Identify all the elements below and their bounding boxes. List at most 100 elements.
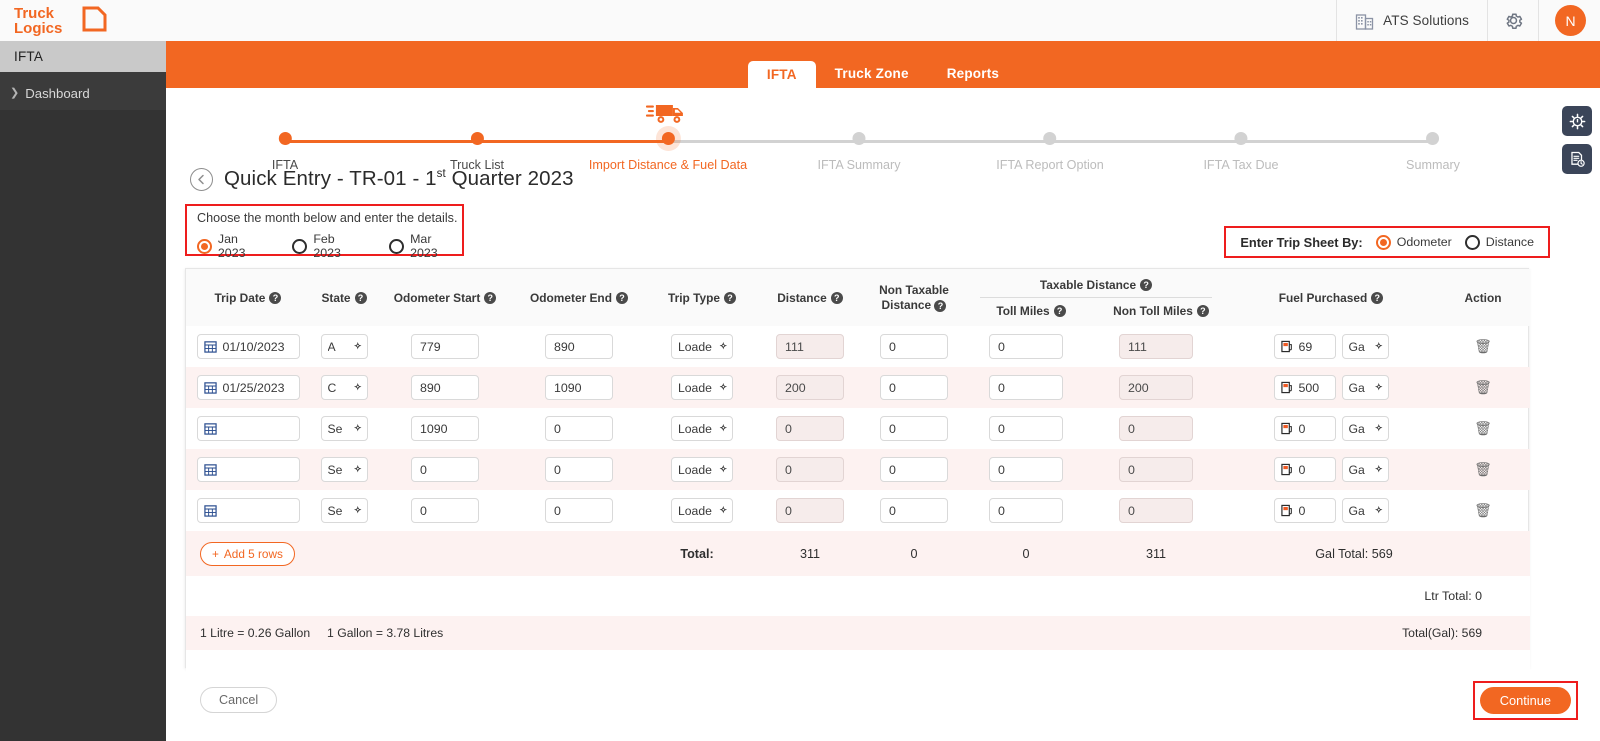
- stepper-step-ifta-report-option[interactable]: IFTA Report Option: [996, 132, 1104, 172]
- history-button[interactable]: [1562, 144, 1592, 174]
- continue-button[interactable]: Continue: [1479, 687, 1571, 714]
- question-mark-icon[interactable]: ?: [934, 300, 947, 313]
- trip-date-input[interactable]: 01/10/2023: [196, 334, 300, 359]
- trip-type-select[interactable]: Loade ✧: [671, 498, 733, 523]
- stepper-step-summary[interactable]: Summary: [1406, 132, 1460, 172]
- non-taxable-distance-input[interactable]: 0: [880, 334, 948, 359]
- fuel-amount-input[interactable]: 500: [1273, 375, 1336, 400]
- odometer-start-input[interactable]: 0: [411, 457, 479, 482]
- odometer-start-input[interactable]: 0: [411, 498, 479, 523]
- trip-date-input[interactable]: [196, 498, 300, 523]
- trip-type-select[interactable]: Loade ✧: [671, 334, 733, 359]
- fuel-amount-input[interactable]: 0: [1273, 498, 1336, 523]
- fuel-unit-select[interactable]: Ga ✧: [1341, 457, 1389, 482]
- org-selector[interactable]: ATS Solutions: [1336, 0, 1487, 41]
- table-row: 01/10/2023 A ✧ 779 890 Loade ✧ 111 0 0 111: [186, 326, 1530, 367]
- cell-toll-miles: 0: [966, 449, 1086, 490]
- stepper-step-import-distance-fuel-data[interactable]: Import Distance & Fuel Data: [589, 105, 747, 172]
- floating-action-rail: [1562, 106, 1592, 174]
- totals-gal: Gal Total: 569: [1315, 546, 1393, 561]
- question-mark-icon[interactable]: ?: [1371, 291, 1384, 304]
- question-mark-icon[interactable]: ?: [615, 291, 628, 304]
- odometer-start-input[interactable]: 1090: [411, 416, 479, 441]
- cell-fuel-purchased: 500 Ga ✧: [1226, 367, 1436, 408]
- cell-fuel-purchased: 0 Ga ✧: [1226, 408, 1436, 449]
- trip-sheet-by-option-distance[interactable]: Distance: [1464, 234, 1534, 250]
- stepper-step-truck-list[interactable]: Truck List: [450, 132, 504, 172]
- odometer-end-input[interactable]: 890: [545, 334, 613, 359]
- tab-reports[interactable]: Reports: [946, 66, 1000, 81]
- stepper-step-ifta[interactable]: IFTA: [272, 132, 298, 172]
- support-button[interactable]: [1562, 106, 1592, 136]
- step-label: IFTA Summary: [817, 158, 901, 172]
- non-taxable-distance-input[interactable]: 0: [880, 375, 948, 400]
- trip-type-select[interactable]: Loade ✧: [671, 457, 733, 482]
- toll-miles-input[interactable]: 0: [989, 498, 1063, 523]
- odometer-end-input[interactable]: 0: [545, 498, 613, 523]
- non-taxable-distance-input[interactable]: 0: [880, 498, 948, 523]
- step-label: IFTA: [271, 158, 299, 172]
- question-mark-icon[interactable]: ?: [484, 291, 497, 304]
- trip-date-input[interactable]: 01/25/2023: [196, 375, 300, 400]
- tab-truck-zone[interactable]: Truck Zone: [834, 66, 909, 81]
- fuel-amount-input[interactable]: 0: [1273, 416, 1336, 441]
- non-taxable-distance-input[interactable]: 0: [880, 457, 948, 482]
- trash-icon[interactable]: 🗑: [1474, 460, 1492, 477]
- month-option-feb[interactable]: Feb 2023: [292, 232, 365, 260]
- trip-type-select[interactable]: Loade ✧: [671, 416, 733, 441]
- month-option-jan[interactable]: Jan 2023: [197, 232, 268, 260]
- question-mark-icon[interactable]: ?: [1053, 304, 1066, 317]
- odometer-end-input[interactable]: 0: [545, 457, 613, 482]
- trip-type-select[interactable]: Loade ✧: [671, 375, 733, 400]
- trucklogics-logo[interactable]: Truck Logics: [0, 0, 166, 41]
- toll-miles-input[interactable]: 0: [989, 416, 1063, 441]
- trip-date-input[interactable]: [196, 416, 300, 441]
- nav-tabs: IFTA Truck Zone Reports: [747, 59, 1018, 88]
- question-mark-icon[interactable]: ?: [269, 291, 282, 304]
- odometer-start-input[interactable]: 779: [411, 334, 479, 359]
- question-mark-icon[interactable]: ?: [354, 291, 367, 304]
- trash-icon[interactable]: 🗑: [1474, 419, 1492, 436]
- litre-total-spacer: [186, 576, 1226, 616]
- trash-icon[interactable]: 🗑: [1474, 378, 1492, 395]
- question-mark-icon[interactable]: ?: [1140, 278, 1153, 291]
- toll-miles-input[interactable]: 0: [989, 375, 1063, 400]
- month-option-mar[interactable]: Mar 2023: [389, 232, 462, 260]
- trip-sheet-by-option-odometer[interactable]: Odometer: [1375, 234, 1452, 250]
- fuel-unit-select[interactable]: Ga ✧: [1341, 498, 1389, 523]
- user-menu[interactable]: N: [1539, 5, 1600, 36]
- sidebar-item-dashboard[interactable]: ❯ Dashboard: [0, 80, 166, 106]
- state-select[interactable]: A ✧: [320, 334, 368, 359]
- totals-total-gal: Total(Gal): 569: [1402, 626, 1483, 640]
- trash-icon[interactable]: 🗑: [1474, 501, 1492, 518]
- question-mark-icon[interactable]: ?: [830, 291, 843, 304]
- trash-icon[interactable]: 🗑: [1474, 337, 1492, 354]
- trip-date-input[interactable]: [196, 457, 300, 482]
- state-select[interactable]: C ✧: [320, 375, 368, 400]
- toll-miles-input[interactable]: 0: [989, 334, 1063, 359]
- fuel-unit-select[interactable]: Ga ✧: [1341, 334, 1389, 359]
- fuel-unit-select[interactable]: Ga ✧: [1341, 416, 1389, 441]
- cancel-button[interactable]: Cancel: [200, 687, 278, 713]
- state-select[interactable]: Se ✧: [320, 457, 368, 482]
- toll-miles-input[interactable]: 0: [989, 457, 1063, 482]
- question-mark-icon[interactable]: ?: [723, 291, 736, 304]
- state-select[interactable]: Se ✧: [320, 416, 368, 441]
- add-5-rows-button[interactable]: + Add 5 rows: [200, 541, 295, 566]
- fuel-amount-input[interactable]: 0: [1273, 457, 1336, 482]
- fuel-unit-select[interactable]: Ga ✧: [1341, 375, 1389, 400]
- fuel-amount-input[interactable]: 69: [1273, 334, 1336, 359]
- sidebar-item-ifta[interactable]: IFTA: [0, 41, 166, 72]
- state-select[interactable]: Se ✧: [320, 498, 368, 523]
- settings-gear-button[interactable]: [1487, 0, 1539, 41]
- question-mark-icon[interactable]: ?: [1196, 304, 1209, 317]
- back-button[interactable]: [190, 167, 213, 191]
- non-taxable-distance-input[interactable]: 0: [880, 416, 948, 441]
- svg-text:Truck: Truck: [14, 5, 55, 22]
- odometer-end-input[interactable]: 0: [545, 416, 613, 441]
- odometer-end-input[interactable]: 1090: [545, 375, 613, 400]
- odometer-start-input[interactable]: 890: [411, 375, 479, 400]
- stepper-step-ifta-summary[interactable]: IFTA Summary: [817, 132, 901, 172]
- stepper-step-ifta-tax-due[interactable]: IFTA Tax Due: [1203, 132, 1279, 172]
- tab-ifta[interactable]: IFTA: [747, 61, 816, 88]
